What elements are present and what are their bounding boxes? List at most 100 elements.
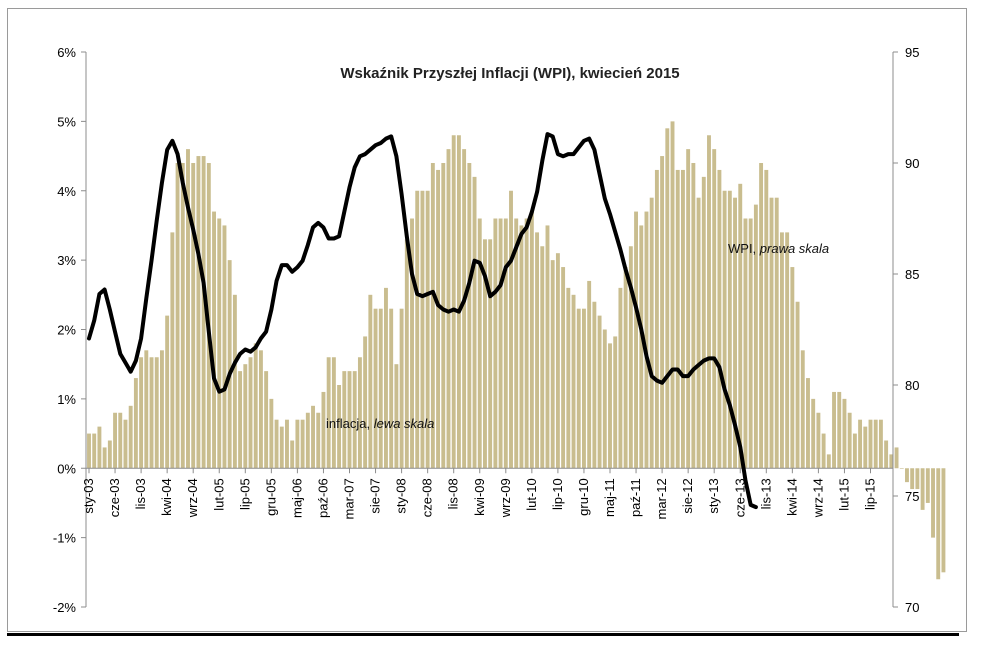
inflation-bar xyxy=(175,163,180,469)
x-axis-tick-label: gru-10 xyxy=(576,478,591,516)
inflation-bar xyxy=(191,163,196,469)
inflation-bar xyxy=(321,391,326,469)
inflation-bar xyxy=(509,190,513,469)
inflation-bar xyxy=(670,121,675,469)
inflation-bar xyxy=(712,149,717,469)
inflation-bar xyxy=(759,163,764,469)
x-axis-tick-label: lut-05 xyxy=(211,478,226,511)
inflation-bar xyxy=(816,412,821,469)
inflation-bar xyxy=(806,378,810,469)
inflation-bar xyxy=(347,371,352,469)
inflation-bar xyxy=(550,260,555,469)
inflation-bar xyxy=(811,398,816,469)
inflation-bar xyxy=(561,267,566,469)
x-axis-tick-label: mar-07 xyxy=(342,478,357,519)
wpi-annotation-italic: prawa skala xyxy=(759,241,829,256)
x-axis-tick-label: mar-12 xyxy=(654,478,669,519)
inflation-bar xyxy=(623,267,628,469)
inflation-bar xyxy=(368,294,373,469)
inflation-bar xyxy=(493,218,498,469)
left-axis-tick-label: 3% xyxy=(57,253,76,268)
inflation-bar xyxy=(357,357,362,469)
inflation-bar xyxy=(139,357,144,469)
inflation-bar xyxy=(654,169,659,469)
left-axis-tick-label: 6% xyxy=(57,45,76,60)
inflation-bar xyxy=(613,336,618,469)
inflation-bar xyxy=(696,197,701,469)
inflation-bar xyxy=(430,163,435,469)
inflation-bar xyxy=(253,343,258,469)
inflation-bar xyxy=(925,468,930,503)
inflation-bar xyxy=(248,357,253,469)
inflation-bar xyxy=(227,260,232,469)
x-axis-tick-label: cze-13 xyxy=(732,478,747,517)
left-axis-tick-label: 4% xyxy=(57,184,76,199)
inflation-bar xyxy=(649,197,654,469)
inflation-bar xyxy=(472,176,477,469)
inflation-bar xyxy=(821,433,826,469)
inflation-bar xyxy=(217,218,222,469)
inflation-bar xyxy=(602,329,607,469)
x-axis-tick-label: lut-10 xyxy=(524,478,539,511)
inflation-bar xyxy=(404,239,409,469)
inflation-bar xyxy=(524,218,529,469)
inflation-bar xyxy=(748,218,753,469)
inflation-bar xyxy=(133,378,138,469)
inflation-bar xyxy=(779,232,784,469)
x-axis-tick-label: kwi-04 xyxy=(159,478,174,516)
x-axis-tick-label: paź-11 xyxy=(628,478,643,517)
inflation-bar xyxy=(232,294,237,469)
x-axis-tick-label: lut-15 xyxy=(836,478,851,511)
right-axis-tick-label: 80 xyxy=(905,378,919,393)
inflation-bar xyxy=(331,357,336,469)
inflation-bar xyxy=(279,426,284,469)
inflation-bar xyxy=(326,357,331,469)
inflation-bar xyxy=(832,391,836,469)
inflation-bar xyxy=(144,350,149,469)
inflation-bar xyxy=(97,426,102,469)
inflation-bar xyxy=(701,176,706,469)
inflation-bar xyxy=(785,232,790,469)
inflation-bar xyxy=(936,468,941,580)
wpi-annotation: WPI, prawa skala xyxy=(728,241,829,256)
inflation-bar xyxy=(342,371,347,469)
inflation-bar xyxy=(238,371,243,469)
inflation-bar xyxy=(634,211,638,469)
right-axis-tick-label: 85 xyxy=(905,267,919,282)
inflation-bar xyxy=(456,135,461,469)
inflation-bar xyxy=(113,412,117,469)
inflation-bar xyxy=(920,468,925,510)
inflation-bar xyxy=(149,357,154,469)
x-axis-tick-label: wrz-14 xyxy=(810,478,825,518)
inflation-bar xyxy=(535,232,540,469)
inflation-bar xyxy=(102,447,107,469)
inflation-bar xyxy=(842,398,847,469)
x-axis-tick-label: kwi-14 xyxy=(784,478,799,516)
inflation-bar xyxy=(660,156,665,469)
inflation-bar xyxy=(170,232,175,469)
inflation-bar xyxy=(795,301,800,469)
inflation-bar xyxy=(425,190,430,469)
inflation-bar xyxy=(608,343,612,469)
wpi-line xyxy=(87,132,758,510)
inflation-bar xyxy=(680,169,685,469)
inflation-bar xyxy=(363,336,368,469)
inflation-bar xyxy=(639,225,644,469)
x-axis-tick-label: cze-03 xyxy=(107,478,122,517)
inflation-bar xyxy=(436,169,441,469)
inflation-bar xyxy=(107,440,112,469)
inflation-bar xyxy=(628,246,633,469)
inflation-bar xyxy=(373,308,378,469)
inflation-bar xyxy=(884,440,889,469)
inflation-bar xyxy=(451,135,456,469)
inflation-bar xyxy=(868,419,873,469)
inflation-bar xyxy=(212,211,216,469)
inflation-bar xyxy=(571,294,576,469)
inflation-bar xyxy=(915,468,920,490)
x-axis-tick-label: lis-13 xyxy=(758,478,773,509)
x-axis-tick-label: wrz-04 xyxy=(185,478,200,518)
inflation-bar xyxy=(399,308,404,469)
inflation-bar xyxy=(159,350,164,469)
inflation-bar xyxy=(196,156,201,469)
x-axis-tick-label: sty-03 xyxy=(81,478,96,513)
